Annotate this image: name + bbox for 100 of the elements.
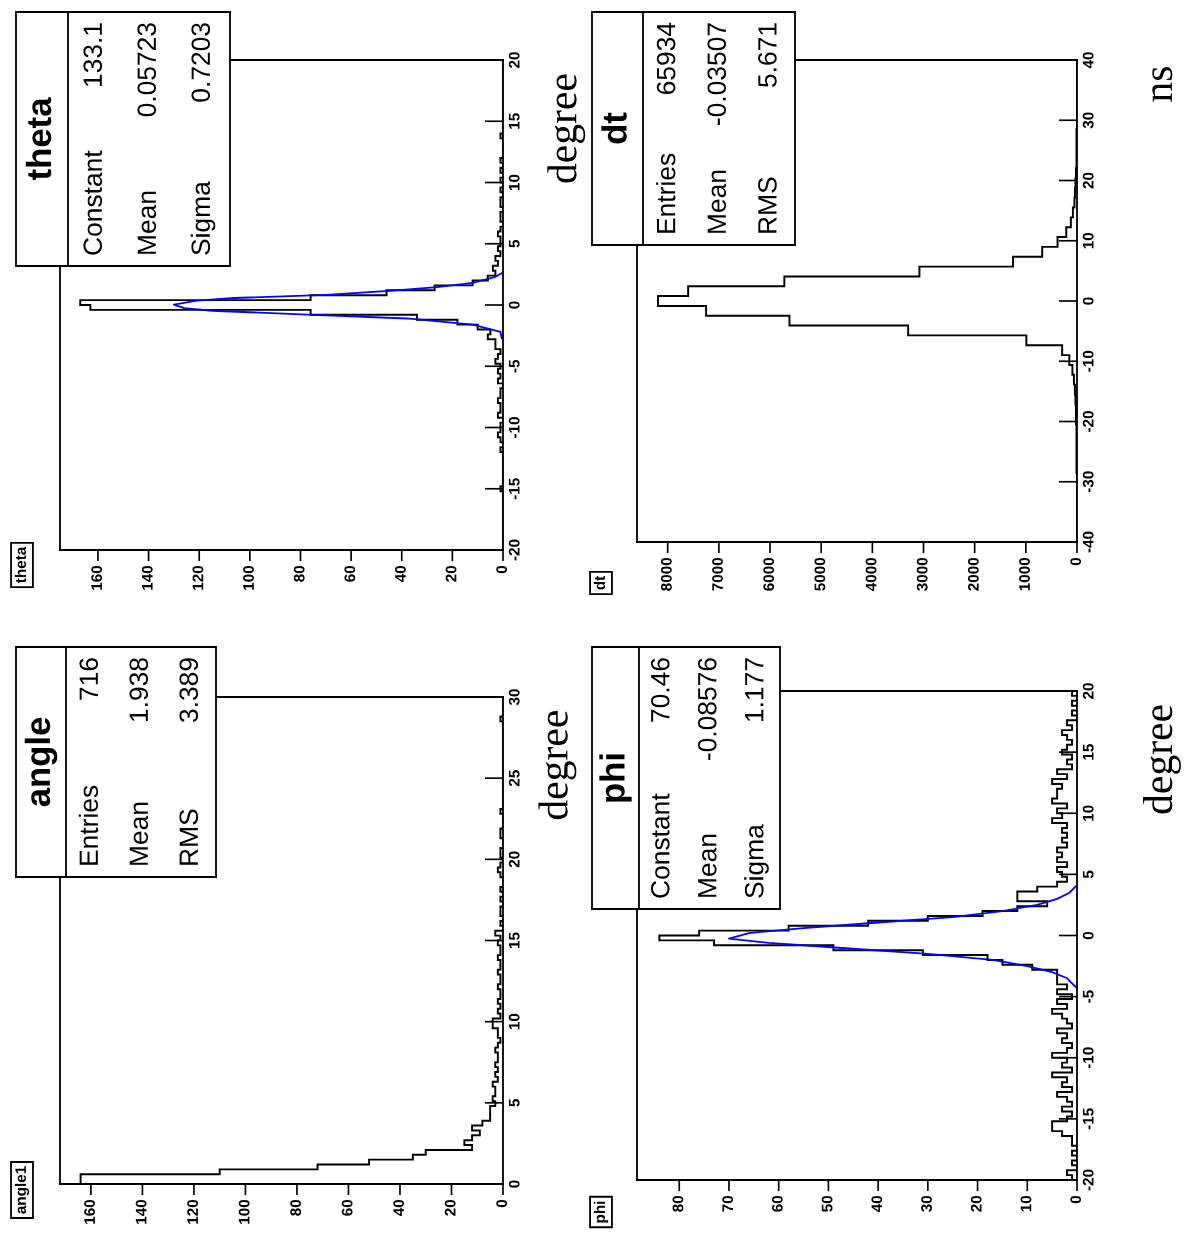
y-tick-label: -15: [508, 478, 520, 500]
annotation: Mean: [707, 170, 727, 233]
y-tick-label: 0: [508, 1180, 520, 1188]
text: angle1: [14, 1166, 30, 1214]
x-tick-label: 60: [341, 1199, 353, 1216]
y-tick-label: 30: [1082, 112, 1094, 129]
x-tick-label: 160: [91, 565, 103, 590]
y-tick-label: -40: [1082, 531, 1094, 553]
x-tick-label: 140: [135, 1199, 147, 1224]
x-tick-label: 3000: [916, 557, 928, 591]
y-tick-label: 5: [508, 239, 520, 248]
y-tick-label: 0: [508, 301, 520, 309]
annotation: Mean: [137, 191, 157, 254]
x-tick-label: 20: [444, 1199, 456, 1216]
y-tick-label: 20: [508, 851, 520, 868]
x-tick-label: 100: [243, 565, 254, 590]
x-tick-label: 40: [871, 1195, 883, 1213]
annotation: 5.671: [758, 23, 777, 87]
y-tick-label: 10: [508, 1013, 520, 1030]
y-axis-title: ns: [1152, 67, 1173, 102]
x-tick-label: 8000: [660, 557, 672, 591]
text: phi: [593, 1201, 609, 1223]
y-tick-label: 20: [508, 52, 520, 68]
y-tick-label: 40: [1082, 52, 1094, 69]
x-tick-label: 40: [395, 565, 406, 583]
y-tick-label: 25: [508, 770, 520, 787]
x-tick-label: 40: [393, 1199, 405, 1217]
x-tick-label: 80: [293, 565, 305, 582]
y-tick-label: -20: [1082, 1169, 1094, 1191]
y-tick-label: 10: [508, 174, 520, 191]
x-tick-label: 0: [1070, 1195, 1082, 1204]
annotation: Mean: [698, 834, 717, 897]
x-tick-label: 2000: [967, 557, 979, 591]
y-tick-label: 20: [1082, 172, 1094, 189]
annotation: 716: [79, 658, 99, 700]
annotation: Mean: [129, 802, 149, 865]
annotation: Sigma: [744, 824, 769, 898]
x-tick-label: 5000: [814, 557, 826, 591]
y-tick-label: -15: [1082, 1108, 1094, 1130]
x-tick-label: 0: [496, 565, 508, 574]
y-tick-label: -10: [508, 417, 520, 438]
annotation: 0.7203: [191, 23, 211, 102]
x-tick-label: 0: [496, 1199, 508, 1208]
text: angle: [24, 717, 58, 807]
y-tick-label: 15: [508, 113, 520, 129]
x-tick-label: 10: [1020, 1195, 1032, 1212]
annotation: 1.177: [745, 658, 764, 722]
text: theta: [14, 546, 27, 584]
y-axis-title: degree: [1143, 705, 1181, 814]
x-tick-label: 20: [445, 565, 457, 582]
y-axis-title: degree: [538, 711, 577, 820]
annotation: 70.46: [650, 658, 670, 722]
y-tick-label: 15: [508, 932, 520, 949]
x-tick-label: 140: [141, 565, 153, 590]
x-tick-label: 100: [238, 1199, 250, 1224]
annotation: RMS: [179, 809, 199, 865]
x-tick-label: 80: [290, 1199, 302, 1216]
annotation: -0.03507: [707, 23, 727, 125]
annotation: Sigma: [190, 181, 216, 255]
x-tick-label: 0: [1070, 557, 1082, 566]
text: dt: [601, 112, 627, 144]
y-tick-label: 0: [1082, 931, 1094, 940]
y-tick-label: 20: [1082, 683, 1094, 699]
annotation: 1.938: [129, 658, 149, 722]
y-tick-label: -10: [1082, 1047, 1094, 1069]
y-tick-label: 30: [508, 689, 520, 706]
x-tick-label: 80: [672, 1195, 684, 1212]
y-axis-title: degree: [547, 74, 586, 183]
y-tick-label: -5: [1082, 990, 1094, 1003]
annotation: -0.08576: [697, 658, 717, 760]
x-tick-label: 120: [192, 565, 204, 590]
annotation: RMS: [758, 177, 777, 233]
x-tick-label: 20: [970, 1195, 982, 1212]
annotation: 0.05723: [137, 23, 157, 117]
x-tick-label: 120: [187, 1199, 199, 1224]
y-tick-label: -20: [508, 539, 520, 561]
x-tick-label: 60: [344, 565, 356, 582]
y-tick-label: -5: [508, 359, 520, 373]
x-tick-label: 60: [771, 1195, 783, 1212]
y-tick-label: 15: [1082, 744, 1094, 760]
x-tick-label: 30: [921, 1195, 932, 1212]
annotation: Constant: [650, 793, 670, 898]
y-tick-label: 5: [1082, 870, 1094, 879]
annotation: 65934: [656, 22, 676, 95]
x-tick-label: 6000: [763, 557, 775, 591]
annotation: Entries: [78, 785, 99, 865]
annotation: 3.389: [179, 658, 199, 723]
y-tick-label: 10: [1082, 805, 1094, 821]
y-tick-label: -30: [1082, 471, 1094, 493]
text: phi: [599, 754, 632, 802]
annotation: 133.1: [83, 23, 103, 87]
annotation: Entries: [656, 153, 676, 233]
y-tick-label: 10: [1082, 232, 1094, 249]
y-tick-label: -10: [1082, 350, 1094, 372]
x-tick-label: 1000: [1019, 557, 1030, 591]
annotation: Constant: [83, 150, 103, 255]
x-tick-label: 7000: [712, 557, 723, 591]
text: theta: [25, 97, 52, 181]
x-tick-label: 4000: [865, 557, 877, 592]
y-tick-label: -20: [1082, 411, 1094, 432]
